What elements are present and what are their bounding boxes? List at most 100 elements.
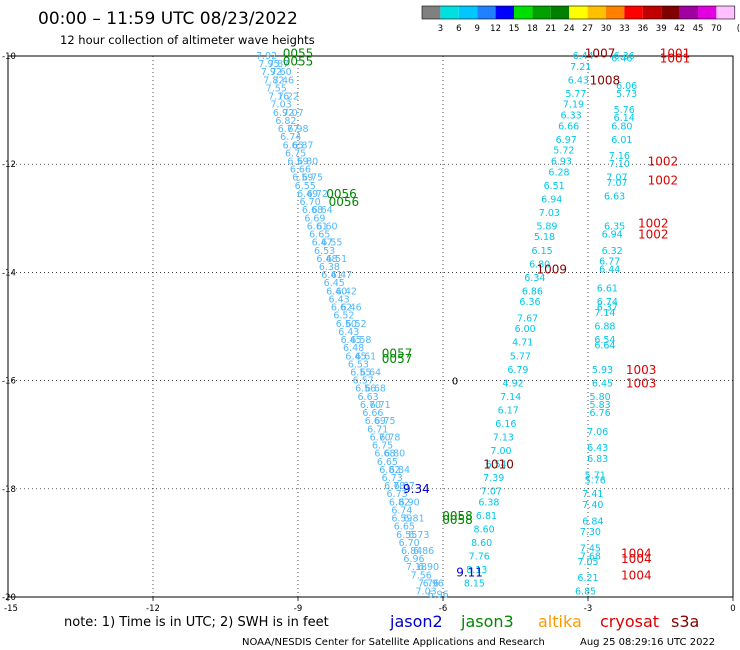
swh-value-label: 6.75 [302,173,323,184]
pass-marker-label: 0058 [442,513,473,527]
swh-value-label: 6.47 [312,238,333,249]
pass-marker-label: 0058 [442,509,473,523]
colorbar-label: 12 [490,24,501,34]
swh-value-label: 6.52 [345,319,366,330]
swh-value-label: 6.34 [524,273,545,284]
swh-value-label: 6.88 [594,322,615,333]
swh-value-label: 6.94 [541,194,562,205]
swh-value-label: 6.72 [307,189,328,200]
colorbar-unit: (ft) [737,24,740,34]
chart-subtitle: 12 hour collection of altimeter wave hei… [60,33,315,47]
swh-value-label: 7.00 [490,446,511,457]
colorbar-label: 33 [619,24,630,34]
colorbar-swatch [458,6,478,19]
swh-value-label: 6.82 [379,465,400,476]
tick-label-y: -12 [2,160,16,170]
colorbar-label: 70 [711,24,722,34]
pass-marker-label: 1001 [660,52,691,66]
swh-value-label: 6.65 [309,230,330,241]
colorbar-label: 27 [582,24,593,34]
satellite-legend-s3a: s3a [671,612,699,631]
swh-value-label: 6.47 [331,270,352,281]
swh-value-label: 6.46 [341,303,362,314]
swh-value-label: 6.86 [413,546,434,557]
swh-value-label: 6.97 [556,135,577,146]
satellite-legend-jason2: jason2 [389,612,443,631]
swh-value-label: 6.78 [384,481,405,492]
swh-value-label: 6.15 [532,246,553,257]
tick-label-x: 0 [730,604,735,614]
swh-value-label: 7.06 [587,427,608,438]
swh-value-label: 7.68 [580,551,601,562]
swh-value-label: 6.60 [316,221,337,232]
swh-value-label: 6.41 [321,270,342,281]
swh-value-label: 6.74 [280,132,301,143]
pass-marker-label: 1004 [621,552,652,566]
pass-marker-label: 1001 [660,46,691,60]
swh-value-label: 7.41 [582,489,603,500]
swh-value-label: 6.68 [374,449,395,460]
pass-marker-label: 9.11 [456,566,483,580]
swh-value-label: 6.63 [604,192,625,203]
tick-label-y: -14 [2,268,16,278]
swh-value-label: 6.71 [370,400,391,411]
colorbar-swatch [569,6,588,19]
tick-label-y: -16 [2,377,16,387]
swh-value-label: 6.28 [548,167,569,178]
pass-marker-label: 0056 [326,187,357,201]
pass-marker-label: 0056 [329,195,360,209]
swh-value-label: 6.38 [478,497,499,508]
swh-value-label: 6.21 [577,573,598,584]
swh-value-label: 6.14 [614,113,635,124]
swh-value-label: 5.18 [534,232,555,243]
plot-frame [7,55,734,598]
swh-value-label: 6.75 [285,148,306,159]
swh-value-label: 5.71 [585,470,606,481]
colorbar-label: 30 [601,24,612,34]
colorbar-swatch [532,6,551,19]
colorbar-label: 6 [456,24,461,34]
colorbar-label: 3 [438,24,443,34]
swh-value-label: 6.63 [358,392,379,403]
swh-value-label: 5.76 [585,476,606,487]
colorbar-swatch [440,6,459,19]
swh-value-label: 7.92 [261,67,282,78]
swh-value-label: 5.72 [553,146,574,157]
swh-value-label: 6.45 [345,351,366,362]
swh-value-label: 6.06 [616,81,637,92]
swh-value-label: 7.40 [582,500,603,511]
swh-value-label: 6.77 [278,124,299,135]
swh-value-label: 6.51 [326,254,347,265]
tick-label-x: -12 [146,604,160,614]
colorbar-swatch [422,6,441,19]
swh-value-label: 6.94 [602,230,623,241]
swh-value-label: 6.66 [558,121,579,132]
swh-value-label: 6.38 [319,262,340,273]
swh-value-label: 6.74 [391,505,412,516]
colorbar-label: 36 [637,24,648,34]
swh-value-label: 6.55 [295,181,316,192]
pass-marker-label: 0057 [382,352,413,366]
swh-value-label: 6.70 [399,538,420,549]
pass-marker-label: 0055 [283,54,314,68]
swh-value-label: 6.64 [312,205,333,216]
swh-value-label: 7.76 [418,578,439,589]
swh-value-label: 6.80 [611,121,632,132]
swh-value-label: 6.46 [611,54,632,65]
swh-value-label: 6.01 [611,135,632,146]
swh-value-label: 6.57 [353,376,374,387]
swh-value-label: 6.36 [614,51,635,62]
footer-note: note: 1) Time is in UTC; 2) SWH is in fe… [64,615,329,630]
swh-value-label: 7.19 [563,100,584,111]
swh-value-label: 6.90 [399,497,420,508]
pass-marker-label: 1002 [648,154,679,168]
swh-value-label: 6.43 [587,443,608,454]
swh-value-label: 6.82 [389,497,410,508]
swh-value-label: 5.76 [614,105,635,116]
colorbar-swatch [550,6,570,19]
swh-value-label: 6.48 [316,254,337,265]
swh-value-label: 6.92 [273,108,294,119]
swh-value-label: 6.74 [597,297,618,308]
